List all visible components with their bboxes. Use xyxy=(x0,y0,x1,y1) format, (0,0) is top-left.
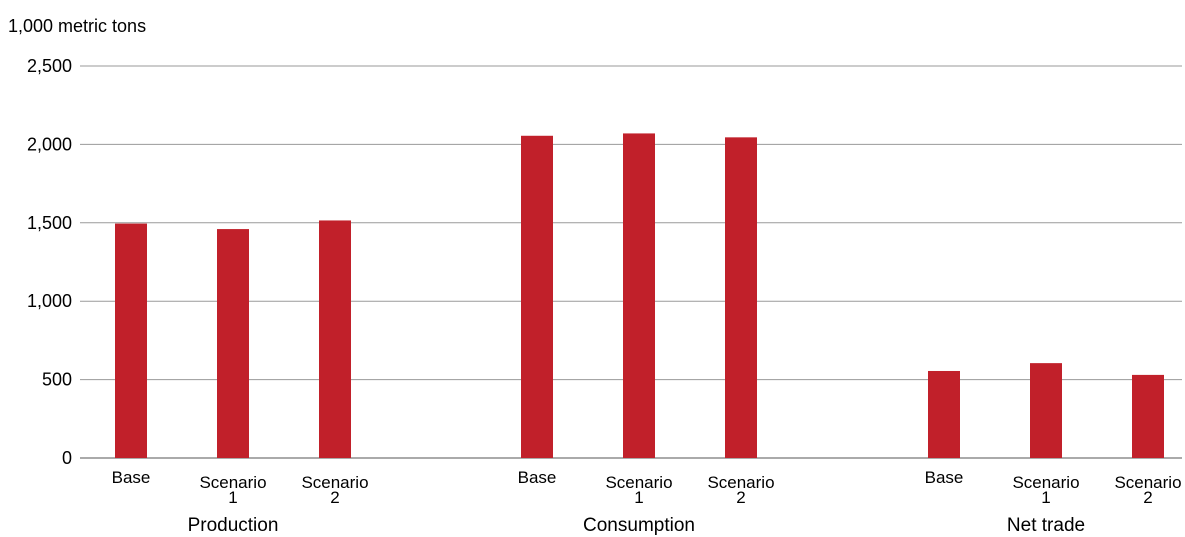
category-label: 2 xyxy=(736,488,745,507)
bar-net-trade-2 xyxy=(1030,363,1062,458)
y-tick-label: 1,500 xyxy=(27,213,72,233)
category-label: Scenario xyxy=(1012,473,1079,492)
category-label: 2 xyxy=(1143,488,1152,507)
y-tick-label: 2,000 xyxy=(27,134,72,154)
bar-net-trade-1 xyxy=(928,370,960,458)
bar-consumption-2 xyxy=(623,133,655,458)
category-label: Scenario xyxy=(605,473,672,492)
bar-consumption-1 xyxy=(521,135,553,458)
bar-consumption-3 xyxy=(725,137,757,458)
y-tick-label: 1,000 xyxy=(27,291,72,311)
y-tick-label: 500 xyxy=(42,370,72,390)
bar-production-3 xyxy=(319,220,351,458)
y-axis-ticks: 0 500 1,000 1,500 2,000 2,500 xyxy=(27,56,72,468)
category-label: Scenario xyxy=(707,473,774,492)
category-label: 1 xyxy=(228,488,237,507)
group-label: Production xyxy=(188,515,279,536)
bar-production-2 xyxy=(217,229,249,458)
group-label: Net trade xyxy=(1007,515,1085,536)
category-label: Base xyxy=(925,468,964,487)
category-label: 1 xyxy=(634,488,643,507)
group-labels: Production Consumption Net trade xyxy=(188,515,1086,536)
category-label: Base xyxy=(112,468,151,487)
category-label: 1 xyxy=(1041,488,1050,507)
bar-net-trade-3 xyxy=(1132,374,1164,458)
category-label: 2 xyxy=(330,488,339,507)
y-tick-label: 0 xyxy=(62,448,72,468)
group-label: Consumption xyxy=(583,515,695,536)
category-label: Scenario xyxy=(199,473,266,492)
y-axis-unit-label: 1,000 metric tons xyxy=(8,16,146,36)
bar-production-1 xyxy=(115,223,147,458)
y-tick-label: 2,500 xyxy=(27,56,72,76)
bars xyxy=(115,133,1164,458)
category-label: Scenario xyxy=(301,473,368,492)
category-label: Base xyxy=(518,468,557,487)
category-label: Scenario xyxy=(1114,473,1181,492)
